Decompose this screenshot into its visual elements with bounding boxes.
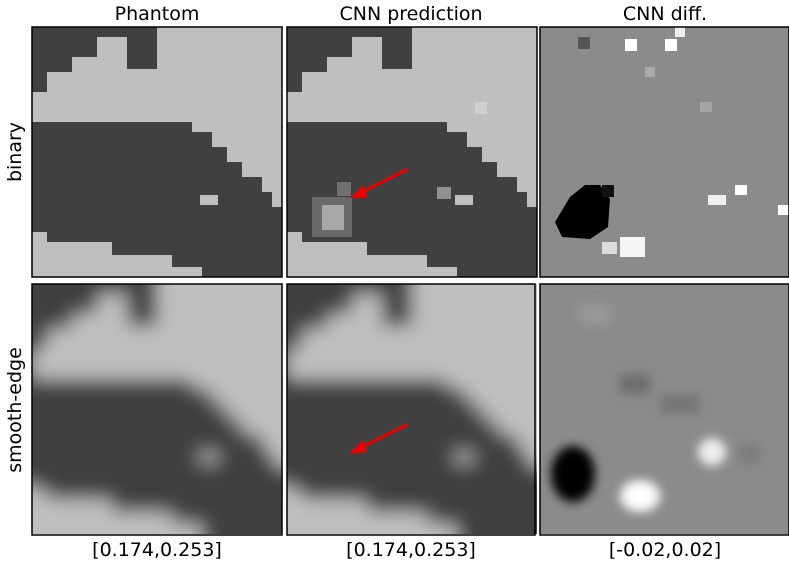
image-panel — [31, 283, 283, 536]
image-panel — [539, 26, 789, 278]
image-panel — [31, 26, 283, 278]
range-label: [0.174,0.253] — [346, 539, 476, 561]
column-title: CNN prediction — [339, 3, 482, 25]
image-panel — [539, 283, 789, 536]
range-label: [-0.02,0.02] — [609, 539, 721, 561]
image-panel — [286, 283, 537, 536]
range-label: [0.174,0.253] — [92, 539, 222, 561]
row-label: smooth-edge — [4, 347, 26, 473]
column-title: Phantom — [115, 3, 200, 25]
column-title: CNN diff. — [623, 3, 707, 25]
row-label: binary — [4, 122, 26, 182]
image-panel — [286, 26, 538, 278]
